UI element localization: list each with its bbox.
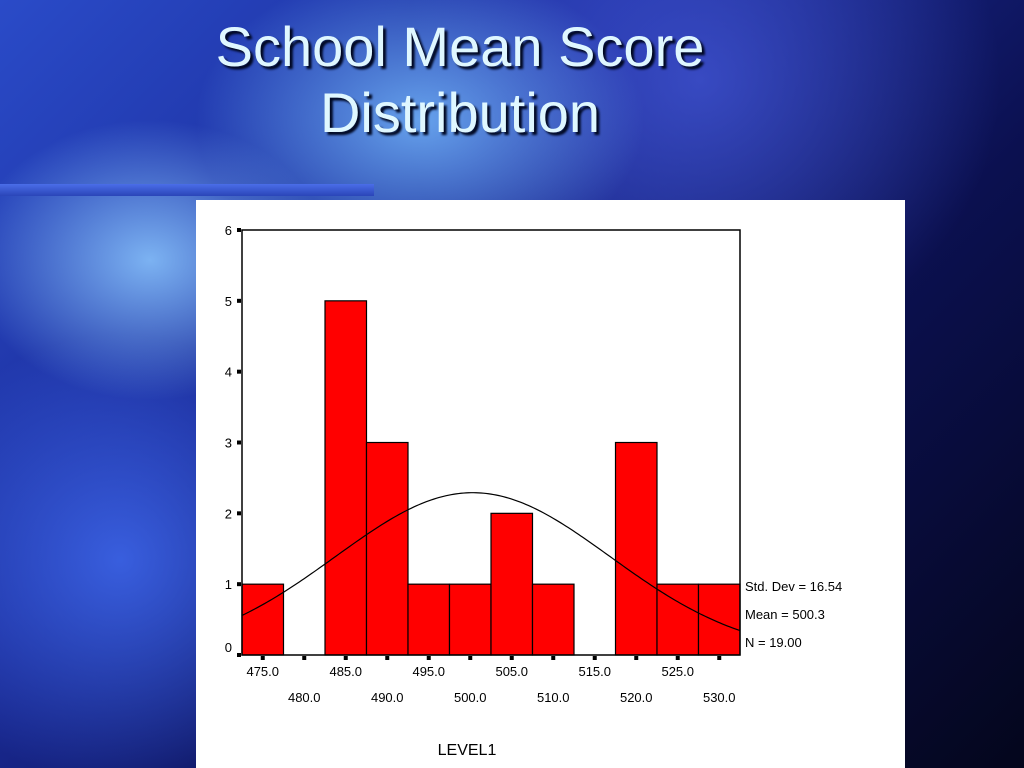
x-axis: 475.0 485.0 495.0 505.0 515.0 525.0 480.0 490.0… xyxy=(246,656,736,705)
histogram-chart-panel: 0 1 2 3 4 5 6 475.0 485.0 495.0 505.0 515.0 525.0 48… xyxy=(196,200,905,768)
normal-curve xyxy=(241,492,741,632)
x-tick-label: 495.0 xyxy=(412,664,445,679)
histogram-bar xyxy=(365,441,409,656)
y-tick-mark xyxy=(237,511,241,516)
x-axis-title: LEVEL1 xyxy=(438,742,497,759)
x-tick-label: 490.0 xyxy=(371,690,404,705)
y-tick-mark xyxy=(237,228,241,232)
x-tick-mark xyxy=(634,656,639,660)
std-dev-label: Std. Dev = 16.54 xyxy=(745,579,842,594)
n-label: N = 19.00 xyxy=(745,635,802,650)
y-tick-label: 0 xyxy=(225,640,232,655)
y-tick-label: 1 xyxy=(225,577,232,592)
y-tick-mark xyxy=(237,653,241,657)
histogram-bar xyxy=(656,583,700,656)
x-tick-mark xyxy=(717,656,722,660)
y-tick-mark xyxy=(237,298,241,303)
x-tick-label: 500.0 xyxy=(454,690,487,705)
x-tick-mark xyxy=(509,656,514,660)
x-tick-label: 530.0 xyxy=(703,690,736,705)
x-tick-mark xyxy=(426,656,431,660)
histogram-bar xyxy=(407,583,451,656)
x-tick-label: 505.0 xyxy=(495,664,528,679)
slide-title-line-1: School Mean Score xyxy=(215,15,705,78)
y-axis: 0 1 2 3 4 5 6 xyxy=(225,223,241,657)
histogram-bar xyxy=(531,583,575,656)
x-tick-label: 510.0 xyxy=(537,690,570,705)
x-tick-mark xyxy=(592,656,597,660)
histogram-bar xyxy=(490,512,534,656)
y-tick-mark xyxy=(237,440,241,445)
histogram-bar xyxy=(324,300,368,656)
y-tick-label: 3 xyxy=(225,436,232,451)
histogram-bar xyxy=(448,583,492,656)
x-tick-label: 480.0 xyxy=(288,690,321,705)
x-tick-label: 485.0 xyxy=(329,664,362,679)
mean-label: Mean = 500.3 xyxy=(745,607,825,622)
x-tick-label: 515.0 xyxy=(578,664,611,679)
x-tick-label: 525.0 xyxy=(661,664,694,679)
histogram-bars xyxy=(241,300,741,656)
x-tick-mark xyxy=(302,656,307,660)
x-tick-mark xyxy=(260,656,265,660)
histogram-bar xyxy=(241,583,285,656)
stats-legend: Std. Dev = 16.54 Mean = 500.3 N = 19.00 xyxy=(745,579,842,650)
title-underline-bar xyxy=(0,184,374,196)
x-tick-mark xyxy=(468,656,473,660)
y-tick-label: 4 xyxy=(225,365,232,380)
y-tick-label: 5 xyxy=(225,294,232,309)
x-tick-label: 520.0 xyxy=(620,690,653,705)
slide-title-line-2: Distribution xyxy=(319,81,601,144)
y-tick-label: 2 xyxy=(225,506,232,521)
x-tick-mark xyxy=(551,656,556,660)
slide-title: School Mean Score Distribution xyxy=(160,14,760,146)
plot-frame xyxy=(241,229,741,656)
x-tick-mark xyxy=(385,656,390,660)
histogram-chart: 0 1 2 3 4 5 6 475.0 485.0 495.0 505.0 515.0 525.0 48… xyxy=(225,223,842,759)
histogram-bar xyxy=(697,583,741,656)
y-tick-mark xyxy=(237,582,241,587)
y-tick-mark xyxy=(237,369,241,374)
x-tick-label: 475.0 xyxy=(246,664,279,679)
histogram-bar xyxy=(614,441,658,656)
y-tick-label: 6 xyxy=(225,223,232,238)
x-tick-mark xyxy=(675,656,680,660)
x-tick-mark xyxy=(343,656,348,660)
